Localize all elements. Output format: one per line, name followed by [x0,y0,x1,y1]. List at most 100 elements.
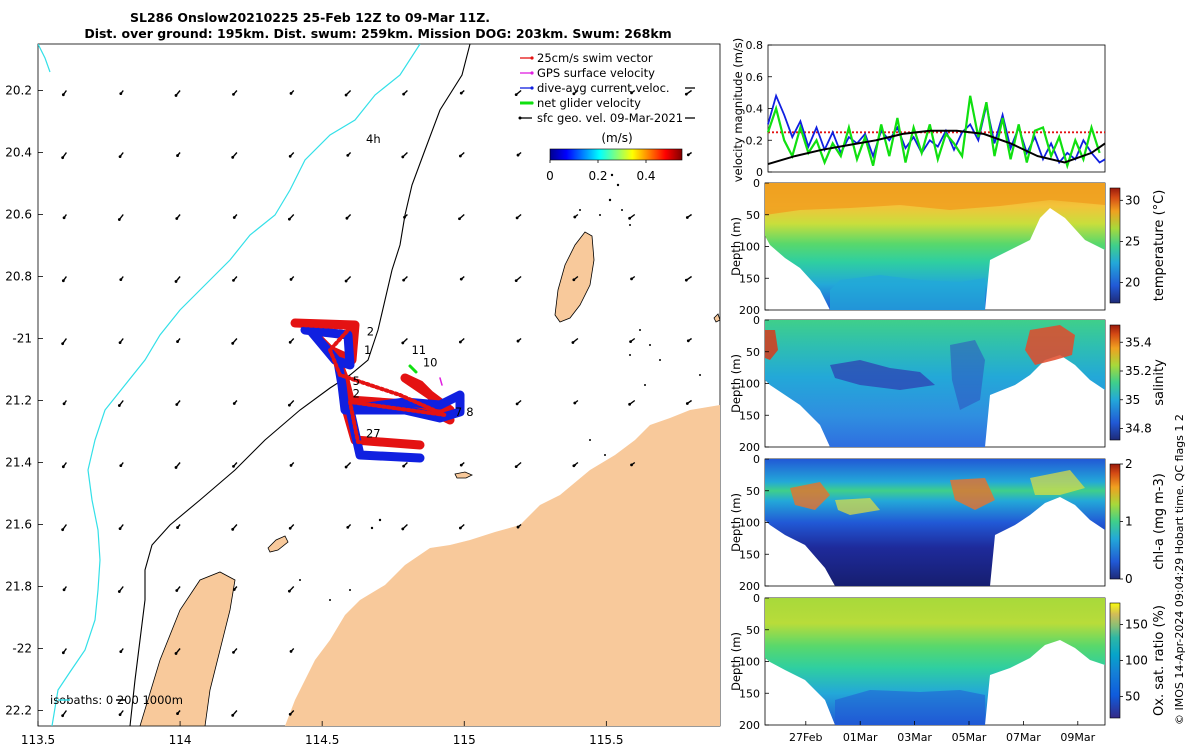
geo-vector-head [287,217,291,221]
map-ytick-label: 21.2 [5,394,32,408]
footer-note: © IMOS 14-Apr-2024 09:04:29 Hobart time.… [1173,414,1186,725]
geo-vector-head [61,342,65,346]
colorbar-ticks: 0 0.2 0.4 [546,160,656,183]
map-ytick-label: 20.4 [5,146,32,160]
legend-swatch-head [530,71,534,75]
depth-tick-label: 50 [746,485,760,498]
geo-vector-head [118,527,122,531]
geo-vector-head [458,526,462,530]
map-xtick-label: 115.5 [589,733,623,747]
day-label: 8 [466,405,473,419]
geo-vector-head [459,463,463,467]
geo-vector-head [514,279,518,283]
geo-vector-head [118,713,122,717]
legend-label: 25cm/s swim vector [537,51,653,65]
oxygen-low-core [835,690,985,725]
day-label: 1 [364,343,371,357]
geo-vector-head [232,279,235,282]
geo-vector-head [119,464,123,468]
cbar-label: Ox. sat. ratio (%) [1152,605,1167,716]
day-label: 4h [366,132,381,146]
geo-vector-head [231,713,235,717]
map-colorbar: (m/s) 0 0.2 0.4 [546,131,683,183]
geo-vector-head [175,403,179,406]
depth-axis-label: Depth (m) [729,217,743,276]
depth-tick-label: 200 [739,304,760,317]
depth-tick-label: 200 [739,441,760,454]
geo-vector-head [684,278,688,282]
geo-vector-head [174,466,178,469]
oxygen-panel [764,597,1121,726]
geo-vector-head [119,278,123,282]
chla-dcm-right [950,478,995,510]
day-label: 7 [455,405,462,419]
velocity-series [766,93,1106,170]
geo-vector-head [118,341,122,345]
chla-colorbar [1109,463,1121,580]
depth-tick-label: 200 [739,580,760,593]
map-ytick-label: 20.2 [5,84,32,98]
legend-swatch-head [530,101,534,105]
temperature-field [765,183,1105,310]
geo-vector-head [630,91,633,95]
geo-vector-head [61,714,65,718]
legend-swatch-head [530,56,534,60]
geo-vector-head [345,216,349,220]
legend-label: dive-avg current veloc. [537,81,670,95]
velocity-ytick-label: 0 [756,166,763,179]
depth-tick-label: 150 [739,272,760,285]
salinity-high-right [1025,325,1075,365]
map-xtick-label: 113.5 [21,733,55,747]
cbar-tick-label: 20 [1125,275,1140,289]
geo-vector-head [174,652,178,655]
island-small-3 [713,313,720,323]
geo-vector-head [175,589,179,592]
chla-dcm-left [790,482,830,510]
map-ytick-label: 20.8 [5,270,32,284]
cbar-label: salinity [1152,359,1167,406]
temperature-panel [764,182,1121,311]
geo-vector-head [458,340,462,344]
geo-vector-head [232,216,236,219]
geo-vector-head [402,278,406,282]
depth-tick-label: 100 [739,517,760,530]
temperature-cold-band [830,275,985,310]
depth-tick-label: 100 [739,378,760,391]
velocity-ytick-label: 0.4 [746,103,764,116]
cbar-tick-label: 35 [1125,393,1140,407]
salinity-low-core [830,360,935,390]
geo-vector-head [175,217,179,220]
map-ytick-label: 21.8 [5,580,32,594]
day-label: 2 [367,324,374,338]
geo-vector-head [232,402,236,405]
geo-vector-head [459,91,463,95]
map-ytick-label: -22 [12,642,32,656]
cbar-tick-label: 30 [1125,193,1140,207]
date-tick-label: 27Feb [789,731,822,744]
velocity-axes: 0 0.2 0.4 0.6 0.8 [746,39,772,179]
geo-vector-head [515,216,519,220]
geo-vector-head [62,588,66,592]
geo-vector-head [61,465,65,469]
salinity-colorbar [1109,324,1121,441]
isobath-shore [38,44,51,73]
geo-vector-head [174,280,178,283]
depth-tick-label: 200 [739,719,760,732]
salinity-axes: 0 50 100 150 200 Depth (m) 34.8 35 35.2 35.4salin… [729,314,1167,454]
geo-vector-head [685,402,689,405]
geo-vector-head [516,153,520,157]
chla-field [765,459,1105,586]
title-line-2: Dist. over ground: 195km. Dist. swum: 25… [84,26,671,41]
geo-vector-head [572,92,576,96]
geo-vector-head [231,341,235,345]
geo-vector-head [119,650,123,654]
geo-vector-head [176,154,179,157]
depth-tick-label: 0 [753,453,760,466]
legend-entry: 25cm/s swim vector [520,51,653,65]
depth-tick-label: 50 [746,624,760,637]
title-line-1: SL286 Onslow20210225 25-Feb 12Z to 09-Ma… [130,10,490,25]
date-tick-label: 01Mar [843,731,878,744]
